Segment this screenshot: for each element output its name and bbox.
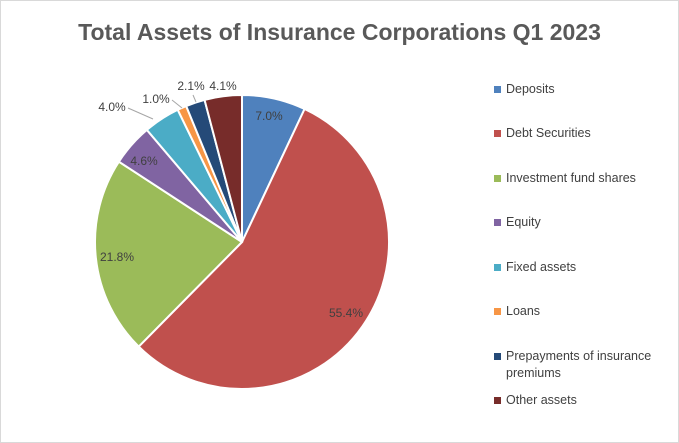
legend-entry: Equity	[494, 214, 676, 231]
legend-label: Debt Securities	[506, 126, 591, 140]
legend-label: Investment fund shares	[506, 171, 636, 185]
legend-entry: Debt Securities	[494, 125, 676, 142]
data-label: 2.1%	[177, 79, 205, 93]
leader-line	[171, 99, 183, 109]
legend-label: Loans	[506, 304, 541, 318]
pie-slice	[203, 93, 243, 243]
legend-entry: Fixed assets	[494, 259, 676, 276]
chart-title: Total Assets of Insurance Corporations Q…	[78, 19, 601, 45]
data-label: 4.1%	[209, 79, 237, 93]
legend-swatch	[494, 308, 501, 315]
legend-label: Prepayments of insurance premiums	[506, 349, 652, 380]
legend-swatch	[494, 175, 501, 182]
legend-entry: Investment fund shares	[494, 170, 676, 187]
data-label: 21.8%	[100, 250, 134, 264]
legend-entry: Prepayments of insurance premiums	[494, 348, 676, 382]
leader-line	[192, 94, 197, 103]
legend-swatch	[494, 264, 501, 271]
legend-swatch	[494, 397, 501, 404]
leader-line	[127, 107, 154, 120]
legend-label: Fixed assets	[506, 260, 577, 274]
legend-label: Other assets	[506, 393, 577, 407]
legend-swatch	[494, 86, 501, 93]
data-label: 7.0%	[255, 109, 283, 123]
data-label: 1.0%	[142, 92, 170, 106]
pie-slice	[137, 107, 390, 390]
legend-entry: Other assets	[494, 392, 676, 409]
legend-label: Deposits	[506, 82, 555, 96]
data-label: 4.0%	[98, 100, 126, 114]
data-label: 4.6%	[130, 154, 158, 168]
legend-swatch	[494, 353, 501, 360]
legend-entry: Deposits	[494, 81, 676, 98]
legend-label: Equity	[506, 215, 541, 229]
data-label: 55.4%	[329, 306, 363, 320]
pie-slice	[94, 160, 244, 349]
legend-entry: Loans	[494, 303, 676, 320]
legend-swatch	[494, 219, 501, 226]
legend-swatch	[494, 130, 501, 137]
